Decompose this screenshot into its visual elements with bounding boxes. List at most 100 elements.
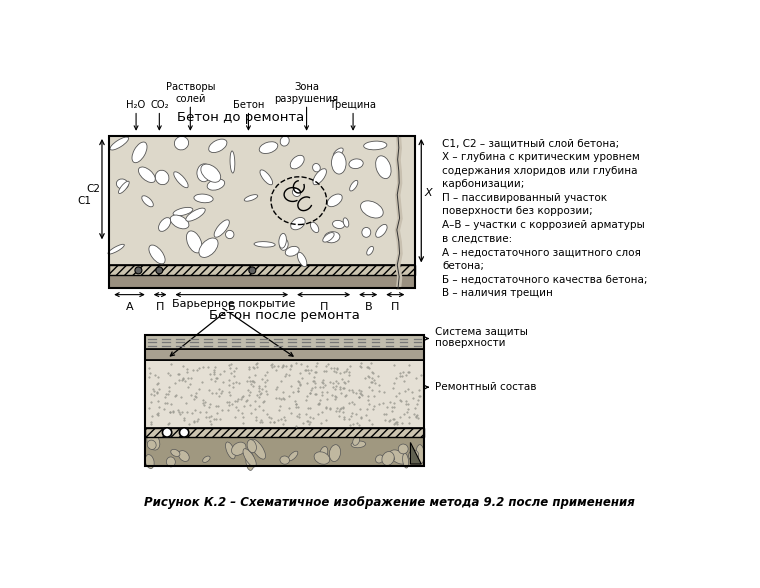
Ellipse shape <box>382 452 394 465</box>
Bar <box>109 275 415 289</box>
Ellipse shape <box>116 179 128 189</box>
Text: П: П <box>319 302 328 312</box>
Ellipse shape <box>259 142 278 153</box>
Ellipse shape <box>155 170 169 185</box>
Ellipse shape <box>226 230 234 239</box>
Ellipse shape <box>290 155 304 169</box>
Ellipse shape <box>251 439 265 459</box>
Ellipse shape <box>285 246 299 256</box>
Ellipse shape <box>297 252 307 267</box>
Ellipse shape <box>293 188 301 196</box>
Ellipse shape <box>174 172 188 188</box>
Text: Рисунок К.2 – Схематичное изображение метода 9.2 после применения: Рисунок К.2 – Схематичное изображение ме… <box>144 496 635 509</box>
Text: Б: Б <box>228 302 236 312</box>
Ellipse shape <box>199 238 218 258</box>
Text: CO₂: CO₂ <box>150 100 169 110</box>
Ellipse shape <box>201 164 220 182</box>
Bar <box>145 360 424 428</box>
Text: Бетон до ремонта: Бетон до ремонта <box>177 112 304 125</box>
Ellipse shape <box>170 215 189 229</box>
Ellipse shape <box>398 444 408 454</box>
Text: Барьерное покрытие: Барьерное покрытие <box>173 299 296 309</box>
Ellipse shape <box>351 441 366 447</box>
Ellipse shape <box>209 139 227 153</box>
Ellipse shape <box>290 218 306 230</box>
Ellipse shape <box>360 201 383 218</box>
Text: Ремонтный состав: Ремонтный состав <box>435 382 537 392</box>
Text: Растворы
солей: Растворы солей <box>166 82 215 103</box>
Ellipse shape <box>385 456 394 460</box>
Ellipse shape <box>364 141 387 150</box>
Bar <box>145 349 424 360</box>
Ellipse shape <box>375 156 391 179</box>
Ellipse shape <box>171 449 180 456</box>
Text: Бетон после ремонта: Бетон после ремонта <box>210 309 360 322</box>
Text: Система защиты
поверхности: Система защиты поверхности <box>435 326 528 348</box>
Ellipse shape <box>254 242 275 247</box>
Ellipse shape <box>331 152 346 174</box>
Ellipse shape <box>314 452 330 465</box>
Circle shape <box>249 267 256 274</box>
Ellipse shape <box>390 450 407 464</box>
Ellipse shape <box>132 142 147 163</box>
Ellipse shape <box>349 159 363 169</box>
Ellipse shape <box>312 163 320 172</box>
Text: Бетон: Бетон <box>233 100 264 110</box>
Ellipse shape <box>403 453 409 468</box>
Bar <box>109 136 415 289</box>
Text: П: П <box>391 302 400 312</box>
Ellipse shape <box>319 446 328 460</box>
Ellipse shape <box>145 455 154 469</box>
Bar <box>145 437 424 466</box>
Ellipse shape <box>310 222 318 233</box>
Circle shape <box>179 428 188 437</box>
Ellipse shape <box>353 436 359 445</box>
Text: П: П <box>156 302 164 312</box>
Ellipse shape <box>325 232 340 243</box>
Circle shape <box>163 428 172 437</box>
Ellipse shape <box>260 170 273 185</box>
Bar <box>145 335 424 466</box>
Ellipse shape <box>149 245 165 264</box>
Ellipse shape <box>243 449 256 467</box>
Ellipse shape <box>214 220 230 237</box>
Ellipse shape <box>230 151 235 173</box>
Ellipse shape <box>313 169 327 185</box>
Ellipse shape <box>166 457 176 467</box>
Text: Трещина: Трещина <box>330 100 376 110</box>
Ellipse shape <box>108 244 125 254</box>
Text: А: А <box>125 302 133 312</box>
Text: В: В <box>364 302 372 312</box>
Ellipse shape <box>207 179 225 190</box>
Ellipse shape <box>375 225 387 238</box>
Ellipse shape <box>226 442 235 459</box>
Bar <box>109 265 415 275</box>
Ellipse shape <box>186 231 202 253</box>
Ellipse shape <box>244 195 258 201</box>
Ellipse shape <box>159 218 171 232</box>
Circle shape <box>135 267 142 274</box>
Ellipse shape <box>174 136 188 150</box>
Ellipse shape <box>280 456 290 464</box>
Ellipse shape <box>375 455 384 463</box>
Ellipse shape <box>119 181 129 193</box>
Ellipse shape <box>147 440 156 449</box>
Ellipse shape <box>367 246 373 255</box>
Ellipse shape <box>333 220 344 229</box>
Bar <box>109 136 415 265</box>
Ellipse shape <box>280 136 290 146</box>
Ellipse shape <box>328 194 342 207</box>
Polygon shape <box>410 442 421 464</box>
Ellipse shape <box>288 451 298 461</box>
Ellipse shape <box>194 194 213 203</box>
Text: Зона
разрушения: Зона разрушения <box>274 82 339 103</box>
Ellipse shape <box>197 164 211 182</box>
Ellipse shape <box>179 450 189 462</box>
Bar <box>145 428 424 437</box>
Ellipse shape <box>350 181 358 191</box>
Ellipse shape <box>203 456 210 462</box>
Circle shape <box>156 267 163 274</box>
Ellipse shape <box>232 442 246 455</box>
Bar <box>145 335 424 349</box>
Ellipse shape <box>138 167 155 182</box>
